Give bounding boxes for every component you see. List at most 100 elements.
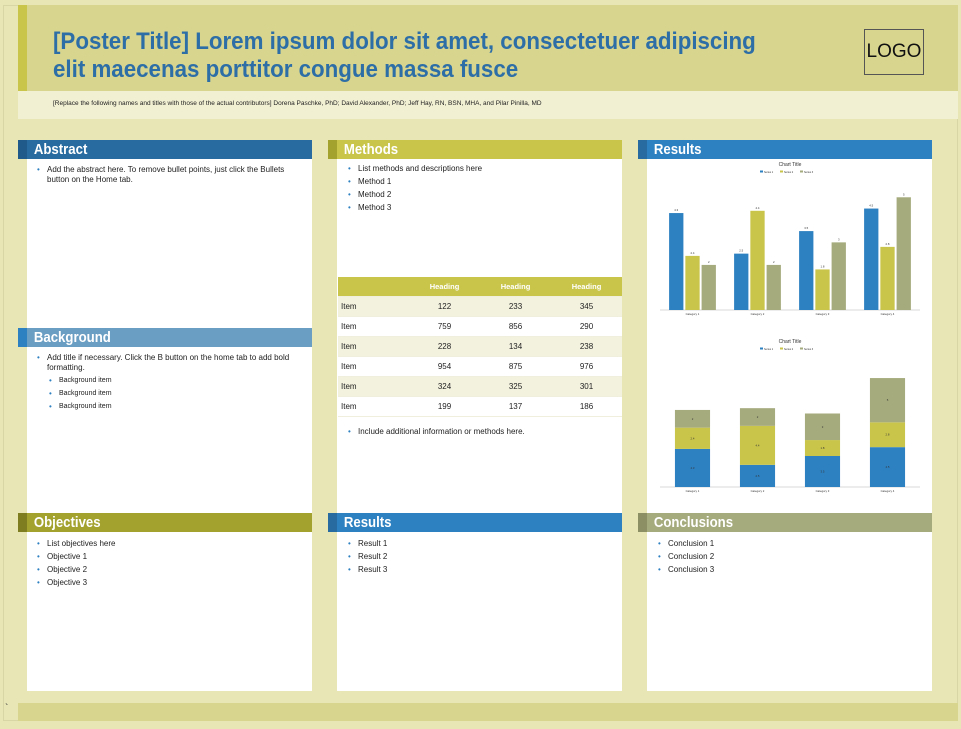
- abstract-item[interactable]: Add the abstract here. To remove bullet …: [35, 165, 305, 184]
- table-cell[interactable]: 345: [579, 302, 594, 311]
- legend-swatch: [780, 170, 783, 173]
- legend-label: Series 2: [784, 171, 794, 174]
- bar: [869, 378, 906, 423]
- abstract-heading[interactable]: Abstract: [33, 141, 88, 158]
- conclusion-item[interactable]: Conclusion 1: [656, 539, 926, 549]
- method-item[interactable]: Method 1: [346, 177, 616, 187]
- table-cell[interactable]: 290: [579, 322, 594, 331]
- table-cell[interactable]: 233: [508, 302, 523, 311]
- background-subitem[interactable]: Background item: [47, 402, 305, 412]
- bar: [864, 208, 879, 310]
- bar: [750, 210, 765, 310]
- logo-placeholder[interactable]: LOGO: [864, 29, 924, 75]
- background-subitem-list[interactable]: Background item Background item Background…: [35, 376, 305, 412]
- table-cell[interactable]: Item: [341, 342, 357, 351]
- background-item[interactable]: Add title if necessary. Click the B butt…: [35, 353, 305, 372]
- contributors-band: [18, 91, 958, 119]
- table-cell[interactable]: 199: [437, 402, 452, 411]
- poster-title[interactable]: [Poster Title] Lorem ipsum dolor sit ame…: [53, 28, 756, 83]
- objectives-list[interactable]: List objectives here Objective 1 Objective…: [35, 539, 305, 591]
- method-additional-item[interactable]: Include additional information or method…: [346, 427, 616, 437]
- bar: [669, 213, 684, 310]
- x-tick-label: Category 1: [686, 489, 700, 493]
- data-label: 2.8: [886, 433, 890, 437]
- objective-item[interactable]: Objective 2: [35, 565, 305, 575]
- conclusion-item[interactable]: Conclusion 3: [656, 565, 926, 575]
- methods-panel: [337, 140, 622, 691]
- data-label: 4.3: [674, 208, 678, 212]
- methods-heading[interactable]: Methods: [343, 141, 399, 158]
- clustered-bar-chart[interactable]: Chart Title Series 1 Series 2 Series 3 Categ…: [650, 160, 930, 322]
- result-item[interactable]: Result 3: [346, 565, 616, 575]
- data-label: 2.5: [756, 474, 760, 478]
- result-item[interactable]: Result 2: [346, 552, 616, 562]
- bar: [739, 408, 776, 426]
- conclusions-header: Conclusions: [638, 513, 932, 532]
- bar: [685, 255, 700, 310]
- data-label: 1.8: [821, 264, 825, 268]
- bar: [734, 253, 749, 310]
- table-cell[interactable]: 301: [579, 382, 594, 391]
- background-list[interactable]: Add title if necessary. Click the B butt…: [35, 353, 305, 415]
- results-list[interactable]: Result 1 Result 2 Result 3: [346, 539, 616, 578]
- abstract-list[interactable]: Add the abstract here. To remove bullet …: [35, 165, 305, 188]
- table-cell[interactable]: 238: [579, 342, 594, 351]
- header-tab: [328, 513, 337, 532]
- table-cell[interactable]: 875: [508, 362, 523, 371]
- results-bottom-heading[interactable]: Results: [343, 514, 392, 531]
- methods-additional-list[interactable]: Include additional information or method…: [346, 427, 616, 440]
- bar: [674, 427, 711, 449]
- legend-label: Series 1: [764, 171, 774, 174]
- objectives-heading[interactable]: Objectives: [33, 514, 101, 531]
- bar: [815, 269, 830, 310]
- table-cell[interactable]: 976: [579, 362, 594, 371]
- results-top-heading[interactable]: Results: [653, 141, 702, 158]
- table-cell[interactable]: 856: [508, 322, 523, 331]
- header-tab: [18, 328, 27, 347]
- methods-list[interactable]: List methods and descriptions here Method…: [346, 164, 616, 216]
- table-cell[interactable]: Item: [341, 302, 357, 311]
- table-cell[interactable]: 954: [437, 362, 452, 371]
- header-tab: [18, 140, 27, 159]
- table-cell[interactable]: Item: [341, 322, 357, 331]
- objective-item[interactable]: Objective 3: [35, 578, 305, 588]
- methods-header: Methods: [328, 140, 622, 159]
- table-row: Item 199 137 186: [338, 397, 622, 417]
- methods-table: Heading Heading Heading Item 122 233 345 Item 75…: [338, 277, 622, 417]
- stacked-bar-chart[interactable]: Chart Title Series 1 Series 2 Series 3 Categ…: [650, 337, 930, 499]
- method-item[interactable]: Method 2: [346, 190, 616, 200]
- conclusions-heading[interactable]: Conclusions: [653, 514, 734, 531]
- legend-label: Series 1: [764, 348, 774, 351]
- conclusion-item[interactable]: Conclusion 2: [656, 552, 926, 562]
- result-item[interactable]: Result 1: [346, 539, 616, 549]
- table-cell[interactable]: 137: [508, 402, 523, 411]
- table-cell[interactable]: 759: [437, 322, 452, 331]
- objective-item[interactable]: List objectives here: [35, 539, 305, 549]
- method-item[interactable]: List methods and descriptions here: [346, 164, 616, 174]
- table-header-cell[interactable]: Heading: [571, 282, 602, 291]
- table-cell[interactable]: Item: [341, 402, 357, 411]
- table-header-cell[interactable]: Heading: [429, 282, 460, 291]
- table-cell[interactable]: Item: [341, 362, 357, 371]
- bar: [674, 409, 711, 428]
- table-cell[interactable]: 122: [437, 302, 452, 311]
- bar: [739, 425, 776, 465]
- table-cell[interactable]: Item: [341, 382, 357, 391]
- background-subitem[interactable]: Background item: [47, 376, 305, 386]
- background-subitem[interactable]: Background item: [47, 389, 305, 399]
- contributors-text[interactable]: [Replace the following names and titles …: [53, 100, 542, 107]
- table-cell[interactable]: 134: [508, 342, 523, 351]
- background-header: Background: [18, 328, 312, 347]
- table-cell[interactable]: 325: [508, 382, 523, 391]
- table-cell[interactable]: 324: [437, 382, 452, 391]
- objective-item[interactable]: Objective 1: [35, 552, 305, 562]
- background-heading[interactable]: Background: [33, 329, 111, 346]
- conclusions-list[interactable]: Conclusion 1 Conclusion 2 Conclusion 3: [656, 539, 926, 578]
- legend-label: Series 3: [804, 348, 814, 351]
- table-cell[interactable]: 228: [437, 342, 452, 351]
- table-cell[interactable]: 186: [579, 402, 594, 411]
- table-header-cell[interactable]: Heading: [500, 282, 531, 291]
- bar: [674, 448, 711, 487]
- method-item[interactable]: Method 3: [346, 203, 616, 213]
